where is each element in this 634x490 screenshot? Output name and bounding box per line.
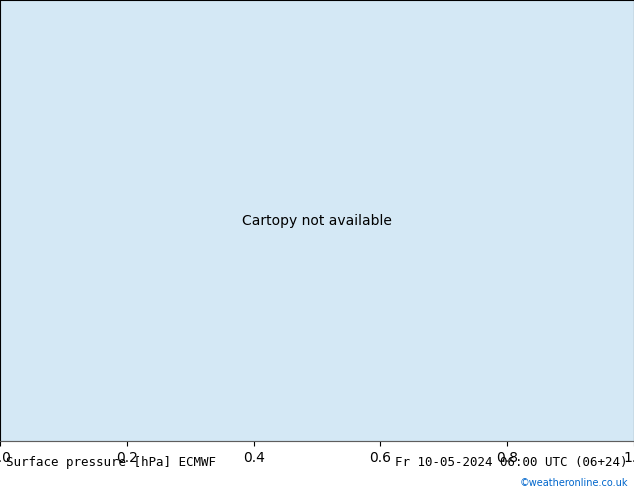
Text: Surface pressure [hPa] ECMWF: Surface pressure [hPa] ECMWF (6, 456, 216, 469)
Text: Fr 10-05-2024 06:00 UTC (06+24): Fr 10-05-2024 06:00 UTC (06+24) (395, 456, 628, 469)
Text: Cartopy not available: Cartopy not available (242, 214, 392, 227)
Text: ©weatheronline.co.uk: ©weatheronline.co.uk (519, 478, 628, 488)
